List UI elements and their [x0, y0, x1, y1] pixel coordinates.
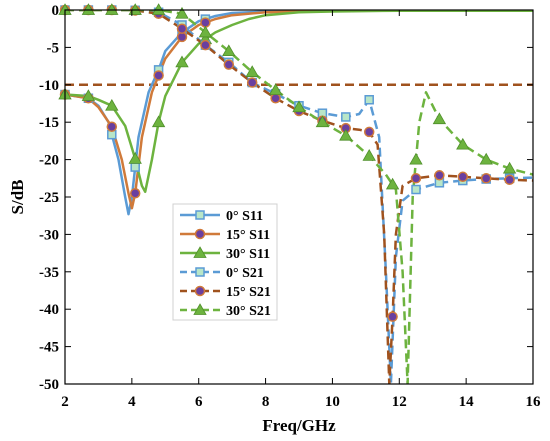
x-tick-label: 14 — [459, 394, 475, 410]
series-4-point — [176, 23, 188, 34]
series-5-point — [105, 3, 119, 15]
y-tick-label: -30 — [39, 227, 59, 243]
y-tick-label: -50 — [39, 377, 59, 393]
y-tick-label: 0 — [52, 3, 60, 19]
series-5-point — [245, 65, 259, 77]
y-tick-label: -45 — [39, 340, 59, 356]
series-1-point — [129, 188, 141, 199]
series-5-point — [502, 161, 517, 174]
series-5-point — [479, 152, 493, 165]
y-tick-label: -25 — [39, 190, 59, 206]
y-tick-label: -10 — [39, 78, 59, 94]
legend-marker-3 — [195, 267, 205, 277]
x-tick-label: 6 — [195, 394, 203, 410]
series-5-point — [385, 177, 400, 190]
series-2-point — [175, 55, 189, 68]
series-4-point — [270, 93, 281, 104]
x-tick-label: 12 — [392, 394, 407, 410]
series-2-point — [128, 152, 142, 164]
series-1-point — [106, 121, 118, 132]
legend-box — [172, 203, 278, 321]
series-2-point — [151, 115, 166, 128]
series-3-point — [411, 184, 421, 195]
series-4-point — [246, 77, 258, 88]
series-3-point — [341, 112, 351, 122]
y-axis-label: S/dB — [8, 180, 27, 215]
legend-label-0: 0° S11 — [226, 209, 263, 224]
series-4-point — [434, 170, 445, 181]
series-4-point — [410, 173, 422, 184]
legend-label-5: 30° S21 — [226, 304, 271, 319]
series-4-point — [457, 171, 469, 183]
series-4-point — [200, 39, 211, 51]
series-5-point — [292, 100, 306, 113]
legend-marker-5 — [193, 303, 207, 315]
series-4-point — [363, 126, 375, 138]
series-3-point — [364, 95, 374, 105]
series-5-point — [222, 44, 236, 57]
legend-label-2: 30° S11 — [226, 247, 270, 262]
series-4-point — [480, 173, 492, 184]
y-tick-label: -15 — [39, 115, 59, 131]
x-tick-label: 10 — [325, 394, 340, 410]
ticks-layer: 2 4 6 8 10 12 14 16 0 -5 -10 -15 -20 -25 -30 -35 -40 -45 -… — [39, 3, 541, 410]
legend-marker-1 — [194, 228, 206, 240]
series-line-2 — [65, 10, 533, 194]
series-0-point — [130, 162, 140, 172]
series-5-point — [362, 149, 376, 161]
y-tick-label: -40 — [39, 302, 59, 318]
series-5-point — [151, 3, 166, 15]
y-tick-label: -20 — [39, 153, 59, 169]
series-5-point — [81, 3, 96, 15]
series-5-point — [315, 115, 330, 128]
legend-label-1: 15° S11 — [226, 228, 270, 243]
series-5-point — [198, 25, 213, 38]
series-5-point — [339, 128, 353, 141]
series-2-point — [105, 98, 119, 111]
series-1-point — [153, 70, 164, 81]
series-4-point — [387, 311, 398, 322]
plot-area — [65, 10, 533, 384]
series-5-point — [432, 112, 447, 125]
y-tick-label: -5 — [47, 40, 60, 56]
series-5-point — [409, 152, 423, 165]
series-5-point — [175, 6, 189, 19]
legend-marker-0 — [195, 210, 205, 220]
x-tick-label: 8 — [262, 394, 270, 410]
marker-layer — [58, 3, 517, 322]
x-tick-label: 4 — [128, 394, 136, 410]
legend: 0° S11 15° S11 30° S11 0° S21 15° S21 30° S21 — [172, 203, 278, 321]
series-2-point — [81, 89, 96, 101]
series-4-point — [504, 174, 515, 186]
legend-label-3: 0° S21 — [226, 266, 264, 281]
series-4-point — [223, 59, 235, 70]
series-5-point — [268, 83, 283, 95]
legend-label-4: 15° S21 — [226, 285, 271, 300]
y-tick-label: -35 — [39, 265, 59, 281]
legend-marker-2 — [193, 246, 207, 258]
x-tick-label: 16 — [526, 394, 542, 410]
legend-marker-4 — [194, 285, 206, 297]
series-5-point — [456, 137, 470, 150]
x-tick-label: 2 — [61, 394, 69, 410]
x-axis-label: Freq/GHz — [262, 416, 336, 435]
